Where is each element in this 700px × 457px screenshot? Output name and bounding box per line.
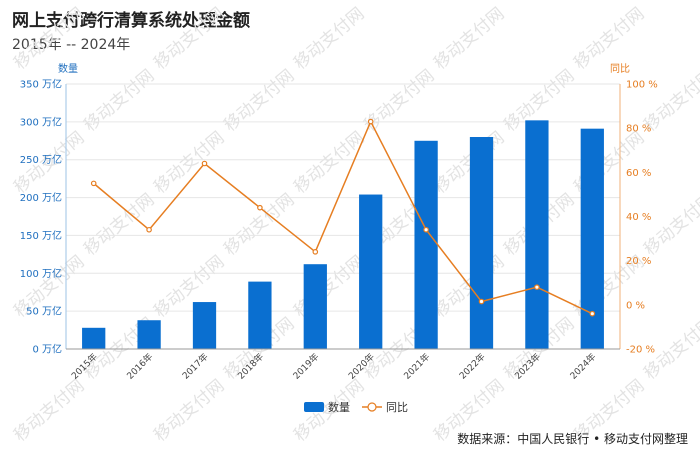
right-tick-label: 80 % — [626, 124, 651, 135]
watermark-text: 移动支付网 — [80, 190, 158, 260]
watermark-text: 移动支付网 — [10, 376, 88, 446]
yoy-point-2015年[interactable] — [90, 180, 97, 187]
x-tick-label: 2017年 — [180, 351, 211, 382]
watermark-text: 移动支付网 — [430, 128, 508, 198]
right-tick-label: -20 % — [626, 345, 655, 356]
chart-title: 网上支付跨行清算系统处理金额 — [12, 11, 250, 31]
right-tick-label: 60 % — [626, 168, 651, 179]
bar-series — [82, 120, 604, 349]
yoy-point-2023年[interactable] — [534, 284, 540, 290]
line-series — [90, 118, 596, 317]
x-tick-label: 2022年 — [457, 351, 488, 382]
x-tick-label: 2024年 — [567, 351, 598, 382]
watermark-text: 移动支付网 — [150, 4, 228, 74]
yoy-point-2017年[interactable] — [201, 160, 208, 167]
yoy-point-2018年[interactable] — [257, 204, 263, 211]
legend-line-marker[interactable] — [367, 402, 377, 412]
bar-2016年[interactable] — [137, 320, 161, 349]
x-tick-label: 2016年 — [124, 351, 155, 382]
yoy-point-2016年[interactable] — [146, 226, 152, 233]
watermark-text: 移动支付网 — [220, 190, 298, 260]
bar-2024年[interactable] — [580, 128, 604, 349]
yoy-point-2020年[interactable] — [367, 118, 374, 125]
yoy-point-2021年[interactable] — [423, 226, 429, 233]
left-tick-label: 300 万亿 — [20, 115, 62, 128]
x-tick-label: 2019年 — [290, 351, 321, 382]
watermark-text: 移动支付网 — [640, 190, 700, 260]
legend-label-yoy[interactable]: 同比 — [386, 401, 408, 414]
bar-2020年[interactable] — [359, 194, 383, 349]
watermark-text: 移动支付网 — [80, 66, 158, 136]
left-tick-label: 50 万亿 — [26, 305, 62, 318]
right-tick-label: 40 % — [626, 212, 651, 223]
left-axis-title: 数量 — [58, 62, 78, 75]
bar-2023年[interactable] — [525, 120, 549, 349]
legend[interactable]: 数量 同比 — [304, 401, 408, 414]
bar-2015年[interactable] — [82, 327, 106, 349]
yoy-point-2019年[interactable] — [312, 249, 319, 255]
bar-2021年[interactable] — [414, 140, 438, 349]
yoy-point-2022年[interactable] — [478, 298, 485, 305]
watermark-text: 移动支付网 — [220, 66, 298, 136]
yoy-point-2024年[interactable] — [589, 310, 596, 317]
left-tick-label: 100 万亿 — [20, 267, 62, 280]
watermark-text: 移动支付网 — [150, 128, 228, 198]
watermark-text: 移动支付网 — [290, 128, 368, 198]
legend-bar-swatch[interactable] — [304, 402, 324, 412]
yoy-line — [93, 119, 593, 315]
left-tick-label: 150 万亿 — [20, 229, 62, 242]
watermark-text: 移动支付网 — [430, 4, 508, 74]
left-tick-label: 0 万亿 — [32, 343, 62, 356]
bar-2018年[interactable] — [248, 281, 272, 349]
watermark-text: 移动支付网 — [150, 376, 228, 446]
bar-2019年[interactable] — [303, 264, 327, 349]
bar-2017年[interactable] — [192, 302, 217, 349]
right-tick-label: 20 % — [626, 256, 651, 267]
left-tick-label: 250 万亿 — [20, 153, 62, 166]
right-tick-label: 0 % — [626, 300, 645, 311]
chart-subtitle: 2015年 -- 2024年 — [12, 37, 131, 53]
legend-label-count[interactable]: 数量 — [328, 401, 350, 414]
watermark-text: 移动支付网 — [290, 4, 368, 74]
left-tick-label: 350 万亿 — [20, 78, 62, 91]
data-source: 数据来源：中国人民银行 • 移动支付网整理 — [457, 432, 688, 446]
right-axis-title: 同比 — [610, 63, 630, 75]
right-tick-label: 100 % — [626, 80, 658, 91]
bar-2022年[interactable] — [469, 137, 494, 349]
left-tick-label: 200 万亿 — [20, 191, 62, 204]
